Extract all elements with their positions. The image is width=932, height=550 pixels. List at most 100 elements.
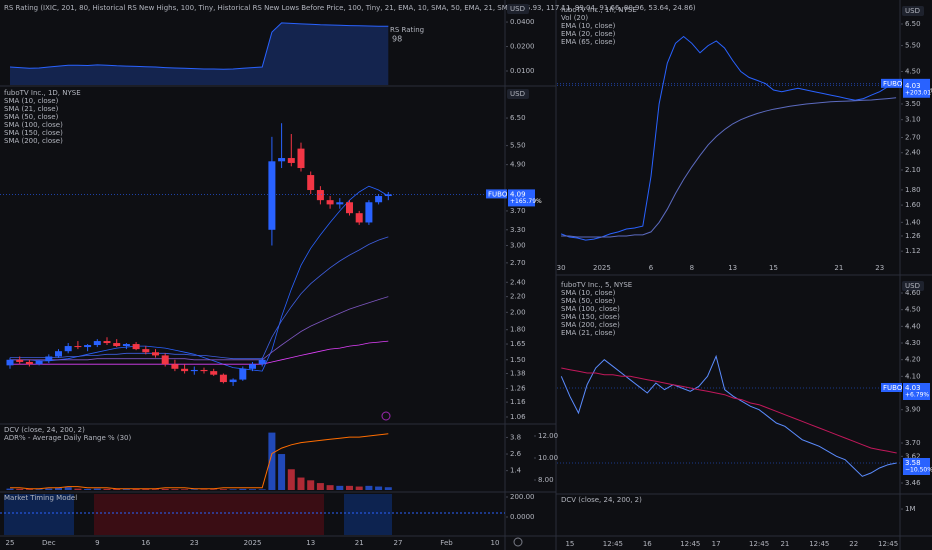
candle-body	[93, 341, 101, 346]
candle-body	[297, 148, 305, 169]
y-tick-label: 1M	[905, 505, 916, 513]
x-tick-label: 12:45	[749, 540, 769, 548]
legend-entry: ADR% - Average Daily Range % (30)	[4, 434, 132, 442]
dcv-bar	[74, 488, 82, 490]
y-tick-label: 1.26	[510, 384, 526, 392]
x-tick-label: Dec	[42, 539, 56, 547]
candle-body	[142, 349, 150, 353]
moving-average	[10, 340, 389, 365]
y-tick-label: 6.50	[905, 20, 921, 28]
dcv-bar	[268, 432, 276, 490]
y-tick-label: 4.90	[510, 161, 526, 169]
y-tick-label: 0.0400	[510, 18, 535, 26]
candle-body	[45, 356, 53, 361]
dcv-bar	[210, 489, 218, 490]
legend-entry: EMA (10, close)	[561, 22, 616, 30]
symbol-box	[486, 189, 507, 199]
moving-average	[10, 185, 389, 372]
x-tick-label: 15	[769, 264, 778, 272]
dcv-bar	[84, 488, 92, 490]
timing-band	[94, 494, 324, 535]
moving-average	[10, 296, 389, 361]
dcv-bar	[355, 486, 363, 490]
dcv-bar	[219, 489, 227, 490]
currency-label: USD	[905, 7, 920, 15]
y-tick-label: 1.60	[905, 201, 921, 209]
y-tick-label: 3.62	[905, 452, 921, 460]
price-label: 4.03	[905, 384, 921, 392]
annotation: RS Rating	[390, 26, 424, 34]
dcv-bar	[316, 483, 324, 490]
x-tick-label: 17	[712, 540, 721, 548]
settings-icon[interactable]	[513, 537, 523, 547]
candle-body	[64, 346, 72, 352]
y-tick-label: 1.38	[510, 369, 526, 377]
y-tick-label: 1.80	[905, 186, 921, 194]
x-tick-label: 13	[306, 539, 315, 547]
candle-body	[249, 364, 256, 369]
x-tick-label: 6	[649, 264, 654, 272]
dcv-bar	[122, 489, 130, 490]
dcv-bar	[307, 480, 315, 490]
y-tick-label: 5.50	[905, 42, 921, 50]
change-label: −10.50%	[905, 467, 932, 474]
x-tick-label: 22	[849, 540, 858, 548]
candle-body	[25, 361, 33, 365]
currency-box	[902, 6, 924, 16]
price-label: 3.58	[905, 459, 921, 467]
candle-body	[210, 371, 218, 375]
y-tick-label: 1.40	[905, 218, 921, 226]
x-tick-label: 2025	[593, 264, 611, 272]
candle-body	[35, 360, 43, 365]
pane-title: fuboTV Inc., 5, NYSE	[561, 281, 632, 289]
currency-box	[507, 89, 529, 99]
y-tick-label: 8.00	[538, 476, 554, 484]
legend-entry: SMA (100, close)	[561, 305, 620, 313]
x-tick-label: Feb	[440, 539, 453, 547]
y-tick-label: 1.12	[905, 247, 921, 255]
legend-entry: SMA (50, close)	[4, 113, 59, 121]
dcv-bar	[161, 488, 169, 490]
legend-entry: EMA (20, close)	[561, 30, 616, 38]
candle-body	[181, 368, 189, 372]
currency-label: USD	[510, 5, 525, 13]
x-tick-label: 13	[728, 264, 737, 272]
y-tick-label: 3.10	[905, 116, 921, 124]
y-tick-label: 2.20	[510, 293, 526, 301]
change-label: +6.79%	[905, 392, 929, 399]
y-tick-label: 3.8	[510, 433, 521, 441]
x-tick-label: 12:45	[878, 540, 898, 548]
symbol-box	[881, 383, 902, 392]
dcv-bar	[152, 489, 159, 490]
candle-body	[55, 351, 62, 357]
y-tick-label: 2.6	[510, 450, 522, 458]
x-tick-label: 12:45	[603, 540, 623, 548]
dcv-bar	[103, 488, 111, 490]
x-tick-label: 12:45	[680, 540, 700, 548]
pane-title: DCV (close, 24, 200, 2)	[561, 496, 642, 504]
y-tick-label: 2.10	[905, 166, 921, 174]
y-tick-label: 200.00	[510, 493, 535, 501]
dcv-bar	[25, 489, 33, 490]
x-tick-label: 12:45	[809, 540, 829, 548]
dcv-bar	[181, 489, 189, 490]
pane-title: RS Rating (IXIC, 201, 80, Historical RS …	[4, 4, 696, 12]
y-tick-label: 4.10	[905, 372, 921, 380]
y-tick-label: 1.50	[510, 356, 526, 364]
moving-average	[10, 236, 389, 360]
candle-body	[190, 369, 198, 372]
y-tick-label: 4.40	[905, 322, 921, 330]
dcv-bar	[326, 485, 334, 490]
y-tick-label: 1.65	[510, 340, 526, 348]
event-icon[interactable]	[381, 411, 391, 421]
candle-body	[84, 345, 92, 348]
dcv-bar	[190, 489, 198, 490]
y-tick-label: 1.80	[510, 326, 526, 334]
x-tick-label: 21	[780, 540, 789, 548]
candle-body	[278, 158, 286, 162]
candle-body	[346, 202, 353, 214]
dcv-bar	[384, 487, 392, 490]
x-tick-label: 30	[557, 264, 566, 272]
pane-title: fuboTV Inc., 1h, NYSE	[561, 6, 637, 14]
